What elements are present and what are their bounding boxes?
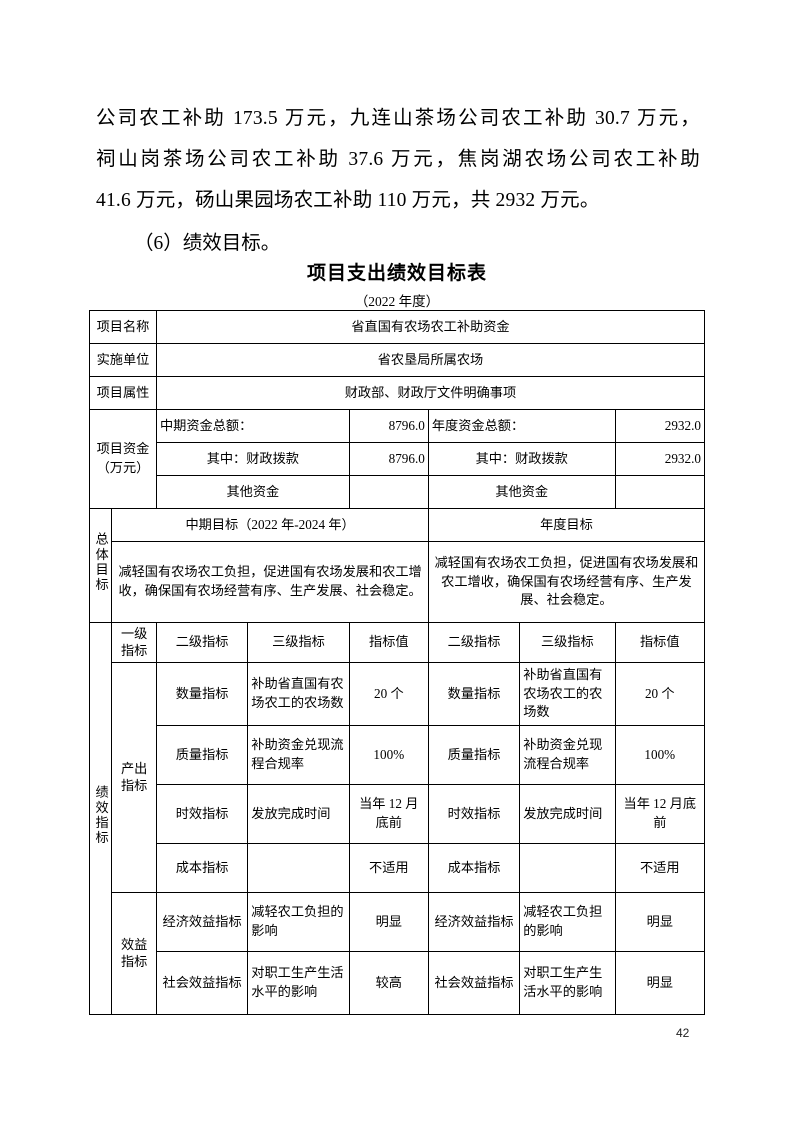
mid-level2: 数量指标 [155,661,249,727]
year-level2: 数量指标 [427,661,521,727]
mid-level3: 发放完成时间 [247,784,350,845]
project-name-label: 项目名称 [89,310,157,344]
year-level3: 补助省直国有农场农工的农场数 [519,661,616,727]
section-heading: （6）绩效目标。 [134,233,281,254]
funds-label-cell: 项目资金 （万元） [89,409,157,509]
mid-value: 20 个 [348,661,429,727]
mid-level2: 成本指标 [155,843,249,894]
table-row: 质量指标 补助资金兑现流程合规率 100% 质量指标 补助资金兑现流程合规率 1… [90,725,706,786]
year-level3: 减轻农工负担的影响 [519,892,616,953]
table-title: 项目支出绩效目标表 [306,263,487,284]
table-subtitle: （2022 年度） [354,294,440,309]
year-value: 明显 [614,951,706,1016]
table-row-unit: 实施单位 省农垦局所属农场 [89,343,706,377]
mid-level3: 减轻农工负担的影响 [247,892,350,953]
table-row-funds-total: 项目资金 （万元） 中期资金总额： 8796.0 年度资金总额： 2932.0 [89,409,706,509]
year-appropriation-label: 其中：财政拨款 [427,442,616,476]
mid-value: 明显 [348,892,429,953]
year-total-label: 年度资金总额： [427,409,616,443]
mid-appropriation-value: 8796.0 [348,442,429,476]
year-other-value [614,475,706,509]
year-level2: 经济效益指标 [427,892,521,953]
header-level1: 一级指标 [111,622,157,663]
year-value: 100% [614,725,706,786]
project-name-value: 省直国有农场农工补助资金 [155,310,706,344]
performance-side-label-cell: 绩效指标 [88,621,113,1016]
overall-side-label-cell: 总体目标 [88,508,113,623]
header-year-level2: 二级指标 [427,622,521,663]
mid-other-value [348,475,429,509]
table-row: 社会效益指标 对职工生产生活水平的影响 较高 社会效益指标 对职工生产生活水平的… [90,951,706,1016]
header-mid-level2: 二级指标 [155,622,249,663]
year-value: 不适用 [614,843,706,894]
table-row-performance-header: 绩效指标 一级指标 二级指标 三级指标 指标值 二级指标 三级指标 指标值 [88,621,706,1016]
mid-level2: 时效指标 [155,784,249,845]
year-value: 20 个 [614,661,706,727]
header-year-level3: 三级指标 [519,622,616,663]
year-level3 [519,843,616,894]
overall-year-text: 减轻国有农场农工负担，促进国有农场发展和农工增收，确保国有农场经营有序、生产发展… [427,541,706,623]
year-level3: 发放完成时间 [519,784,616,845]
overall-mid-text: 减轻国有农场农工负担，促进国有农场发展和农工增收，确保国有农场经营有序、生产发展… [111,541,429,623]
group-label-output: 产出指标 [111,661,157,894]
paragraph-line-2: 祠山岗茶场公司农工补助 37.6 万元，焦岗湖农场公司农工补助 [96,149,700,170]
year-level2: 时效指标 [427,784,521,845]
table-row: 成本指标 不适用 成本指标 不适用 [90,843,706,894]
header-mid-level3: 三级指标 [247,622,350,663]
unit-label: 实施单位 [89,343,157,377]
table-row-funds-appropriation: 其中：财政拨款 8796.0 其中：财政拨款 2932.0 [90,442,706,476]
year-level2: 质量指标 [427,725,521,786]
mid-value: 不适用 [348,843,429,894]
overall-year-header: 年度目标 [427,508,706,542]
table-row-funds-other: 其他资金 其他资金 [90,475,706,509]
group-label-benefit: 效益指标 [111,892,157,1016]
mid-other-label: 其他资金 [155,475,350,509]
page-number: 42 [676,1026,690,1040]
mid-value: 当年 12 月底前 [348,784,429,845]
funds-label: 项目资金 [96,441,150,457]
mid-total-value: 8796.0 [348,409,429,443]
year-value: 明显 [614,892,706,953]
year-level3: 补助资金兑现流程合规率 [519,725,616,786]
table-row-overall-header: 总体目标 中期目标（2022 年-2024 年） 年度目标 [88,508,706,623]
mid-level3: 补助省直国有农场农工的农场数 [247,661,350,727]
mid-value: 较高 [348,951,429,1016]
mid-level2: 经济效益指标 [155,892,249,953]
mid-appropriation-label: 其中：财政拨款 [155,442,350,476]
paragraph-line-1: 公司农工补助 173.5 万元，九连山茶场公司农工补助 30.7 万元， [96,108,700,129]
mid-level3: 补助资金兑现流程合规率 [247,725,350,786]
year-total-value: 2932.0 [614,409,706,443]
table-row-project-name: 项目名称 省直国有农场农工补助资金 [89,310,706,344]
table-row: 时效指标 发放完成时间 当年 12 月底前 时效指标 发放完成时间 当年 12 … [90,784,706,845]
performance-side-label: 绩效指标 [93,785,109,847]
year-level3: 对职工生产生活水平的影响 [519,951,616,1016]
mid-value: 100% [348,725,429,786]
mid-level3 [247,843,350,894]
year-other-label: 其他资金 [427,475,616,509]
attribute-value: 财政部、财政厅文件明确事项 [155,376,706,410]
table-row-overall-text: 减轻国有农场农工负担，促进国有农场发展和农工增收，确保国有农场经营有序、生产发展… [90,541,706,623]
funds-label-unit: （万元） [96,460,150,475]
overall-side-label: 总体目标 [93,532,109,594]
attribute-label: 项目属性 [89,376,157,410]
mid-total-label: 中期资金总额： [155,409,350,443]
table-row: 效益指标 经济效益指标 减轻农工负担的影响 明显 经济效益指标 减轻农工负担的影… [90,892,706,1016]
body-paragraph-block: 公司农工补助 173.5 万元，九连山茶场公司农工补助 30.7 万元， 祠山岗… [96,98,700,264]
paragraph-line-3: 41.6 万元，砀山果园场农工补助 110 万元，共 2932 万元。 [96,190,600,211]
mid-level2: 社会效益指标 [155,951,249,1016]
year-appropriation-value: 2932.0 [614,442,706,476]
performance-target-table: 项目名称 省直国有农场农工补助资金 实施单位 省农垦局所属农场 项目属性 财政部… [88,310,706,1016]
year-level2: 成本指标 [427,843,521,894]
year-value: 当年 12 月底前 [614,784,706,845]
unit-value: 省农垦局所属农场 [155,343,706,377]
year-level2: 社会效益指标 [427,951,521,1016]
table-row: 产出指标 数量指标 补助省直国有农场农工的农场数 20 个 数量指标 补助省直国… [90,661,706,894]
mid-level2: 质量指标 [155,725,249,786]
mid-level3: 对职工生产生活水平的影响 [247,951,350,1016]
overall-mid-header: 中期目标（2022 年-2024 年） [111,508,429,542]
header-year-value: 指标值 [614,622,706,663]
header-mid-value: 指标值 [348,622,429,663]
table-row-attribute: 项目属性 财政部、财政厅文件明确事项 [89,376,706,410]
